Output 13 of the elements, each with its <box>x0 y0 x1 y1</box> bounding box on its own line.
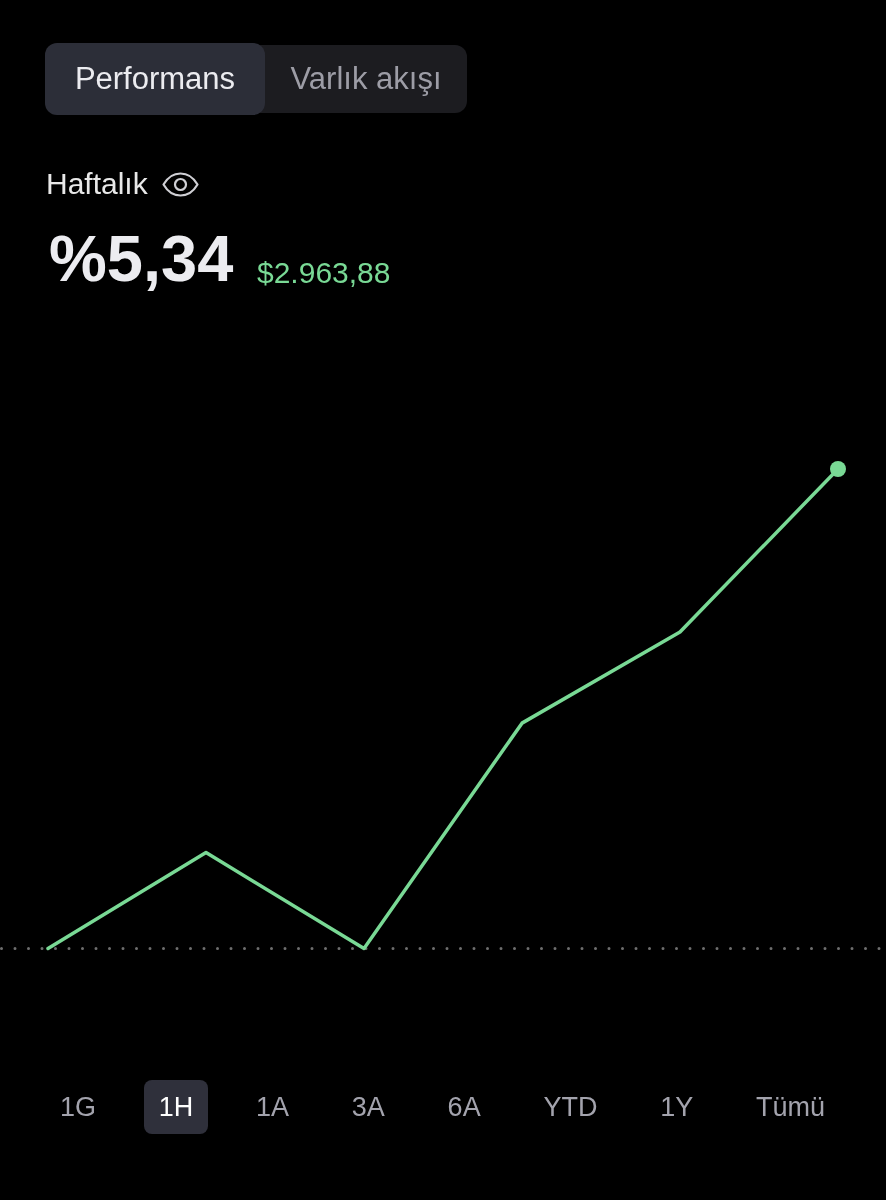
text: YTD <box>543 1091 598 1123</box>
text: 1G <box>60 1091 97 1123</box>
text: $2.963,88 <box>257 256 391 289</box>
text: 6A <box>447 1091 481 1123</box>
chart-title: Haftalık <box>46 167 148 200</box>
text: Tümü <box>755 1091 825 1123</box>
text: 1A <box>256 1091 290 1123</box>
text: 3A <box>351 1091 385 1123</box>
text: 1H <box>158 1091 194 1123</box>
chart-subtitle: %5,34 <box>49 222 234 295</box>
text: Performans <box>74 61 236 97</box>
text: 1Y <box>660 1091 694 1123</box>
text: Varlık akışı <box>290 61 442 97</box>
